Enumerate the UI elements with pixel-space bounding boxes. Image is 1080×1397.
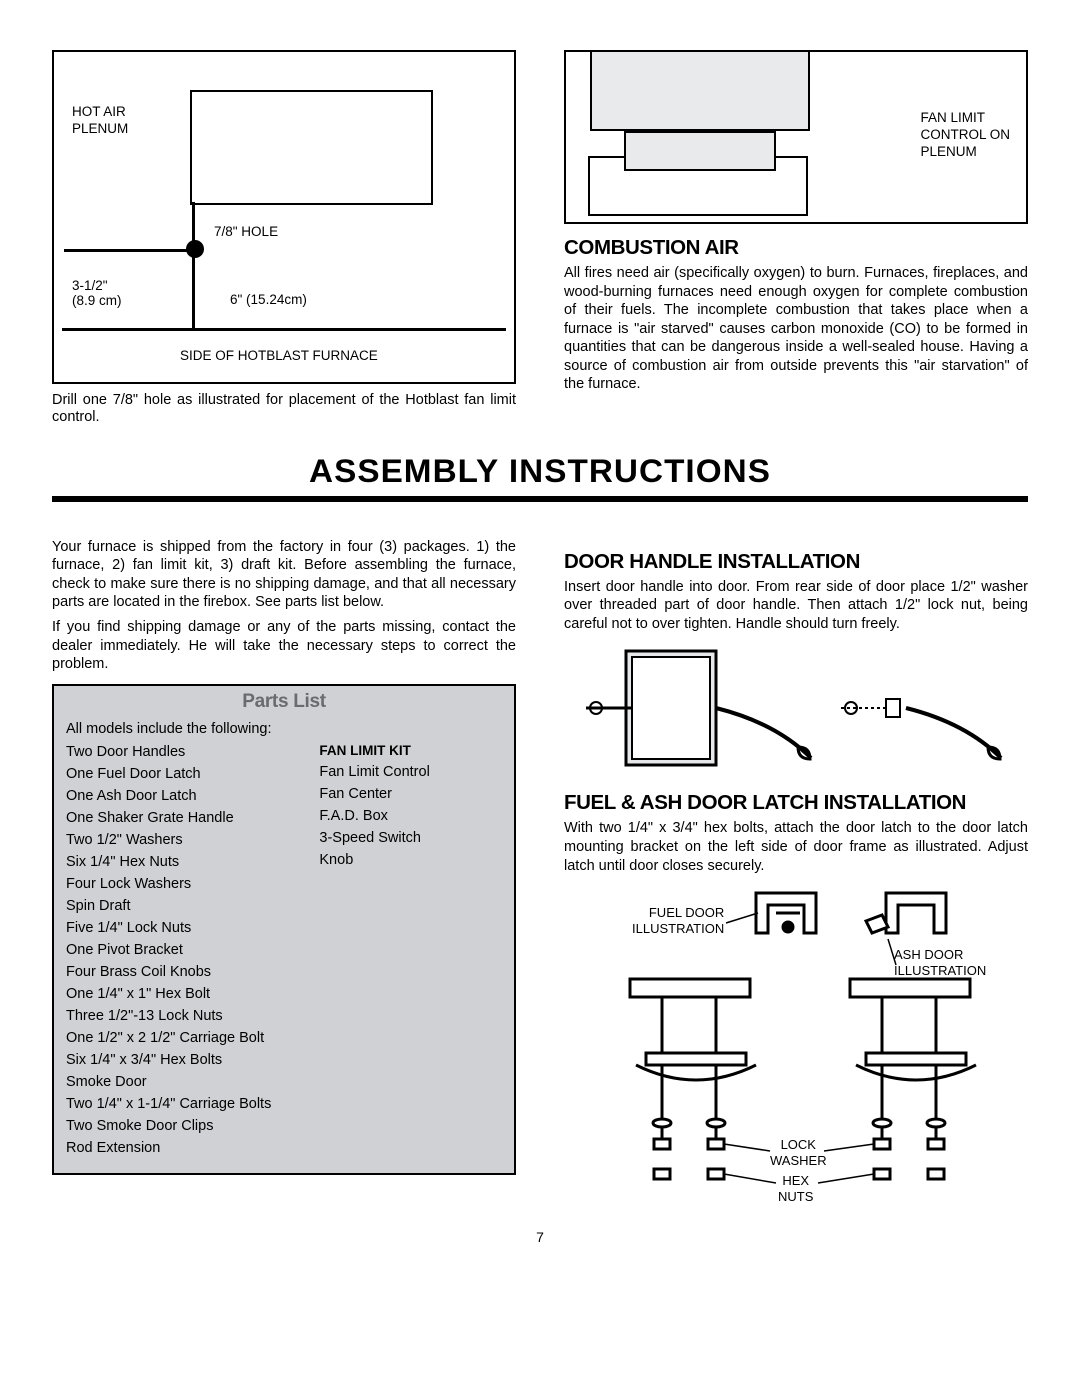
parts-columns: Two Door Handles One Fuel Door Latch One…: [66, 741, 502, 1160]
list-item: Four Lock Washers: [66, 873, 303, 895]
mid-block: [624, 131, 776, 171]
list-item: One Ash Door Latch: [66, 785, 303, 807]
door-handle-body: Insert door handle into door. From rear …: [564, 578, 1028, 634]
hole-label: 7/8" HOLE: [214, 224, 278, 241]
list-item: One Pivot Bracket: [66, 939, 303, 961]
list-item: Two 1/2" Washers: [66, 829, 303, 851]
bottom-right-column: DOOR HANDLE INSTALLATION Insert door han…: [564, 538, 1028, 1213]
ash-door-label: ASH DOOR ILLUSTRATION: [894, 947, 986, 978]
assembly-instructions-title: ASSEMBLY INSTRUCTIONS: [32, 453, 1047, 490]
list-item: 3-Speed Switch: [319, 827, 502, 849]
page-number: 7: [52, 1229, 1028, 1245]
parts-column-b: FAN LIMIT KIT Fan Limit Control Fan Cent…: [319, 741, 502, 1160]
fan-limit-label: FAN LIMIT CONTROL ON PLENUM: [920, 110, 1010, 161]
list-item: Smoke Door: [66, 1071, 303, 1093]
hot-air-plenum-label: HOT AIR PLENUM: [72, 104, 128, 138]
page: HOT AIR PLENUM 7/8" HOLE 3-1/2" (8.9 cm)…: [0, 0, 1080, 1275]
list-item: One 1/2" x 2 1/2" Carriage Bolt: [66, 1027, 303, 1049]
top-row: HOT AIR PLENUM 7/8" HOLE 3-1/2" (8.9 cm)…: [52, 50, 1028, 427]
plenum-block: [590, 52, 810, 131]
furnace-side-line: [62, 328, 506, 331]
list-item: Fan Limit Control: [319, 761, 502, 783]
vertical-dim-line: [192, 202, 195, 330]
list-item: F.A.D. Box: [319, 805, 502, 827]
fan-limit-diagram: FAN LIMIT CONTROL ON PLENUM: [564, 50, 1028, 224]
fuel-door-label: FUEL DOOR ILLUSTRATION: [632, 905, 724, 936]
list-item: Fan Center: [319, 783, 502, 805]
hex-nuts-label: HEX NUTS: [778, 1173, 813, 1204]
list-item: Four Brass Coil Knobs: [66, 961, 303, 983]
list-item: Knob: [319, 849, 502, 871]
horizontal-dimension-metric: (8.9 cm): [72, 293, 122, 310]
fig-left-caption: Drill one 7/8" hole as illustrated for p…: [52, 392, 516, 427]
list-item: Two Smoke Door Clips: [66, 1115, 303, 1137]
door-handle-title: DOOR HANDLE INSTALLATION: [564, 550, 1028, 574]
combustion-air-title: COMBUSTION AIR: [564, 236, 1028, 260]
plenum-rect: [190, 90, 433, 205]
bottom-row: Your furnace is shipped from the factory…: [52, 538, 1028, 1213]
combustion-air-body: All fires need air (specifically oxygen)…: [564, 264, 1028, 394]
vertical-dimension: 6" (15.24cm): [230, 292, 307, 309]
bottom-left-column: Your furnace is shipped from the factory…: [52, 538, 516, 1213]
door-handle-illustration: [564, 643, 1028, 773]
list-item: One 1/4" x 1" Hex Bolt: [66, 983, 303, 1005]
list-item: Two 1/4" x 1-1/4" Carriage Bolts: [66, 1093, 303, 1115]
intro-paragraph-2: If you find shipping damage or any of th…: [52, 618, 516, 674]
list-item: Rod Extension: [66, 1137, 303, 1159]
list-item: Spin Draft: [66, 895, 303, 917]
top-left-column: HOT AIR PLENUM 7/8" HOLE 3-1/2" (8.9 cm)…: [52, 50, 516, 427]
list-item: One Shaker Grate Handle: [66, 807, 303, 829]
parts-list-lead: All models include the following:: [66, 718, 502, 740]
lock-washer-label: LOCK WASHER: [770, 1137, 827, 1168]
list-item: Six 1/4" x 3/4" Hex Bolts: [66, 1049, 303, 1071]
list-item: Six 1/4" Hex Nuts: [66, 851, 303, 873]
list-item: Three 1/2"-13 Lock Nuts: [66, 1005, 303, 1027]
horizontal-dim-line: [64, 249, 192, 252]
latch-illustration: FUEL DOOR ILLUSTRATION ASH DOOR ILLUSTRA…: [564, 883, 1028, 1213]
latch-body: With two 1/4" x 3/4" hex bolts, attach t…: [564, 819, 1028, 875]
latch-title: FUEL & ASH DOOR LATCH INSTALLATION: [564, 791, 1028, 815]
title-rule: [52, 496, 1028, 502]
list-item: One Fuel Door Latch: [66, 763, 303, 785]
parts-column-a: Two Door Handles One Fuel Door Latch One…: [66, 741, 303, 1160]
side-of-furnace-label: SIDE OF HOTBLAST FURNACE: [180, 348, 378, 365]
top-right-column: FAN LIMIT CONTROL ON PLENUM COMBUSTION A…: [564, 50, 1028, 427]
fan-limit-kit-heading: FAN LIMIT KIT: [319, 741, 502, 762]
parts-list-box: Parts List All models include the follow…: [52, 684, 516, 1176]
list-item: Five 1/4" Lock Nuts: [66, 917, 303, 939]
hotblast-diagram: HOT AIR PLENUM 7/8" HOLE 3-1/2" (8.9 cm)…: [52, 50, 516, 384]
parts-list-title: Parts List: [66, 688, 502, 717]
intro-paragraph-1: Your furnace is shipped from the factory…: [52, 538, 516, 612]
list-item: Two Door Handles: [66, 741, 303, 763]
